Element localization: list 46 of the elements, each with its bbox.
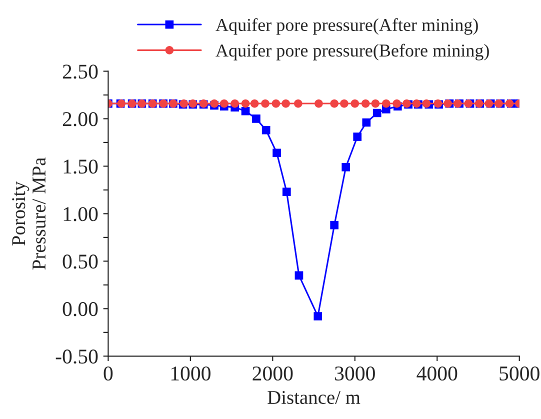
legend-label: Aquifer pore pressure(Before mining) — [216, 44, 489, 60]
x-tick-label: 5000 — [500, 366, 540, 381]
point — [314, 99, 323, 108]
point — [330, 99, 339, 108]
point — [252, 114, 260, 123]
point — [422, 99, 431, 108]
point — [342, 162, 350, 172]
point — [272, 99, 280, 108]
y-tick-label: 2.00 — [62, 112, 98, 126]
point — [294, 271, 304, 280]
point — [250, 99, 259, 108]
point — [340, 99, 348, 108]
point — [241, 106, 250, 116]
y-tick-label: 0.00 — [62, 302, 98, 316]
point — [282, 188, 291, 196]
legend-label: Aquifer pore pressure(After mining) — [216, 18, 478, 35]
point — [371, 99, 380, 108]
x-tick-label: 4000 — [416, 366, 458, 381]
point — [330, 220, 339, 230]
y-tick-label: -0.50 — [56, 350, 98, 364]
point — [294, 99, 302, 108]
y-tick-label: 2.50 — [62, 64, 98, 79]
point — [382, 99, 390, 108]
point — [220, 99, 228, 108]
y-axis-title: Porosity Pressure/ MPa — [12, 158, 46, 270]
point — [261, 99, 270, 108]
x-axis-title: Distance/ m — [268, 390, 360, 404]
y-tick-label: 1.00 — [64, 207, 98, 222]
point — [230, 99, 240, 108]
point — [353, 132, 362, 141]
point — [392, 99, 401, 108]
point — [282, 99, 290, 108]
x-tick-label: 3000 — [335, 366, 375, 381]
point — [262, 126, 270, 134]
y-tick-label: 1.50 — [64, 160, 98, 174]
x-tick-label: 1000 — [171, 366, 210, 381]
x-tick-label: 0 — [104, 366, 113, 381]
point — [350, 99, 360, 108]
y-tick-label: 0.50 — [62, 254, 98, 269]
point — [372, 108, 382, 118]
point — [362, 118, 371, 127]
point — [314, 312, 322, 320]
point — [241, 99, 250, 108]
point — [361, 99, 370, 108]
x-tick-label: 2000 — [252, 366, 293, 381]
point — [272, 148, 281, 158]
